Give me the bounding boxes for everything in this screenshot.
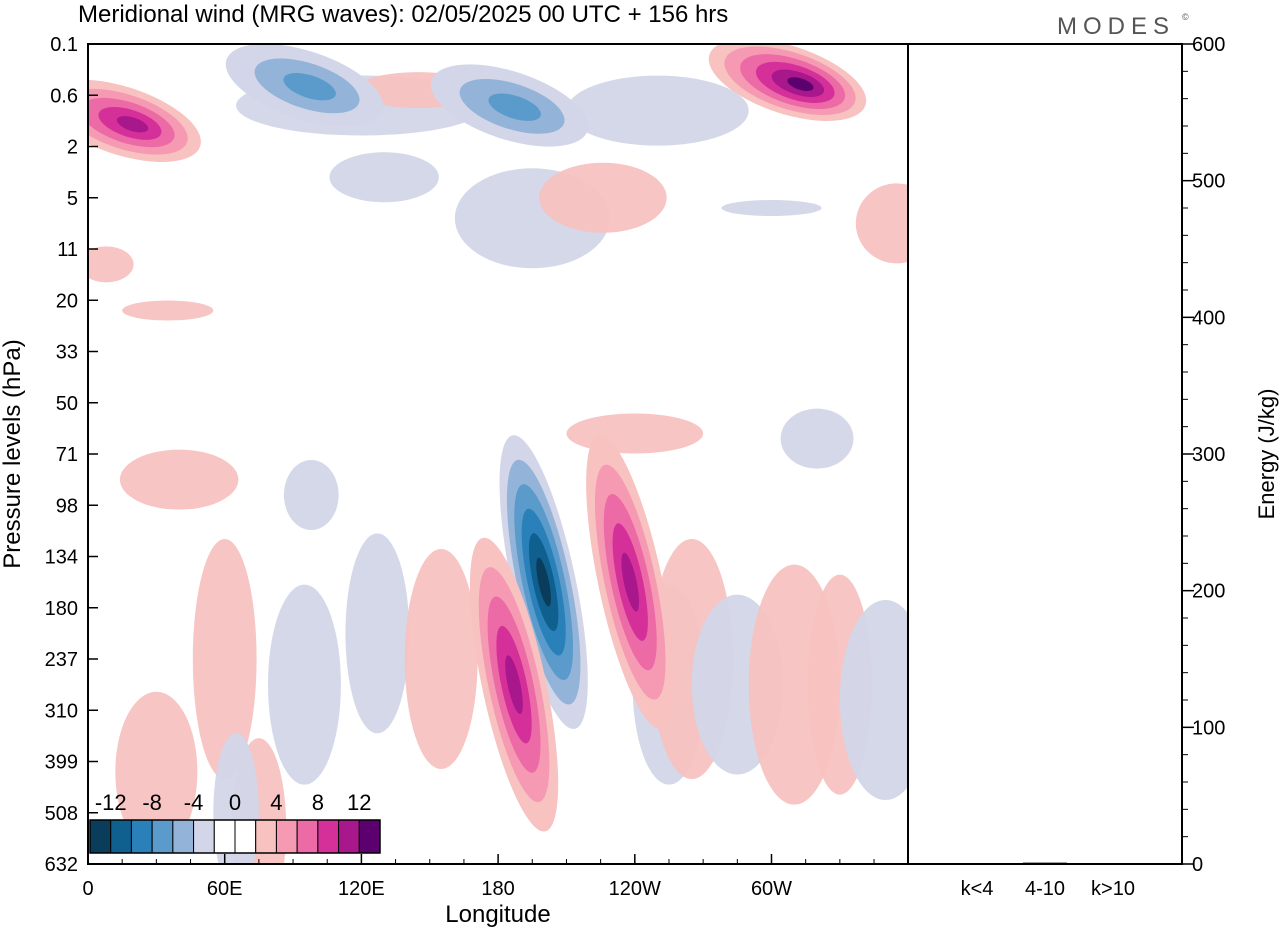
contour-patch (566, 413, 704, 454)
y-tick-label: 399 (45, 752, 78, 774)
y-axis-label: Pressure levels (hPa) (0, 339, 26, 568)
y-tick-label: 0.6 (50, 85, 78, 107)
colorbar-swatch (172, 819, 195, 854)
colorbar-swatch (89, 819, 112, 854)
colorbar-swatch (130, 819, 153, 854)
energy-bars: k<4 4-10 k>10 (955, 862, 1135, 900)
x-tick-label: 120W (609, 878, 661, 900)
y-tick-label: 134 (45, 547, 78, 569)
energy-tick-label: 100 (1192, 717, 1225, 739)
y-axis: 0.1 0.6 2 5 11 20 33 50 71 98 134 180 237 310 399 508 63… (45, 34, 98, 876)
contour-patch (404, 549, 478, 769)
y-tick-label: 33 (56, 342, 78, 364)
y-tick-label: 632 (45, 854, 78, 876)
energy-tick-label: 200 (1192, 581, 1225, 603)
x-axis: 0 60E 120E 180 120W 60W (82, 854, 875, 900)
energy-tick-label: 300 (1192, 444, 1225, 466)
energy-tick-label: 0 (1192, 854, 1203, 876)
y-tick-label: 180 (45, 598, 78, 620)
energy-category-label: k<4 (961, 878, 994, 900)
contour-patch (780, 408, 854, 469)
y-tick-label: 508 (45, 803, 78, 825)
colorbar-label: -8 (142, 790, 162, 815)
contour-patch (119, 449, 239, 510)
contour-patch (267, 584, 341, 785)
contour-patch (855, 183, 908, 264)
energy-category-label: 4-10 (1025, 878, 1065, 900)
colorbar-label: -12 (95, 790, 127, 815)
energy-axis: 0 100 200 300 400 500 600 (1182, 34, 1225, 876)
colorbar-swatch (358, 819, 381, 854)
y-tick-label: 2 (67, 137, 78, 159)
contour-fields (88, 44, 908, 864)
y-tick-label: 50 (56, 393, 78, 415)
contour-patch (329, 152, 439, 203)
negative-wind-contour (283, 72, 336, 101)
colorbar-swatch (213, 819, 236, 854)
x-tick-label: 180 (481, 878, 514, 900)
x-tick-label: 0 (82, 878, 93, 900)
colorbar-swatch (317, 819, 340, 854)
contour-patch (539, 162, 667, 233)
y-tick-label: 0.1 (50, 34, 78, 56)
colorbar-label: 12 (347, 790, 371, 815)
brand-logo: MODES (1057, 13, 1175, 40)
colorbar-swatch (255, 819, 277, 854)
contour-patch (115, 691, 198, 852)
brand-mark: © (1182, 12, 1189, 22)
colorbar-label: -4 (184, 790, 204, 815)
x-axis-label: Longitude (445, 901, 550, 928)
chart-title: Meridional wind (MRG waves): 02/05/2025 … (78, 1, 728, 28)
heatmap-panel (87, 43, 909, 865)
energy-panel (907, 43, 1183, 865)
y-tick-label: 237 (45, 649, 78, 671)
colorbar-swatch (193, 819, 215, 854)
colorbar-swatch (296, 819, 319, 854)
energy-tick-label: 600 (1192, 34, 1225, 56)
y-tick-label: 71 (56, 444, 78, 466)
y-tick-label: 11 (57, 239, 78, 261)
positive-wind-contour (116, 116, 149, 133)
energy-tick-label: 400 (1192, 307, 1225, 329)
y-tick-label: 5 (67, 188, 78, 210)
negative-wind-contour (536, 557, 552, 607)
energy-axis-label: Energy (J/kg) (1254, 389, 1279, 520)
y-tick-label: 310 (45, 700, 78, 722)
colorbar: -12 -8 -4 0 4 8 12 (89, 790, 381, 854)
x-tick-label: 60E (207, 878, 243, 900)
negative-wind-contour (488, 93, 541, 121)
energy-tick-label: 500 (1192, 171, 1225, 193)
energy-frame (907, 43, 1183, 865)
energy-category-label: k>10 (1091, 878, 1135, 900)
colorbar-swatch (151, 819, 174, 854)
colorbar-swatch (234, 819, 257, 854)
x-tick-label: 60W (751, 878, 792, 900)
colorbar-label: 0 (229, 790, 241, 815)
colorbar-swatch (110, 819, 132, 854)
contour-patch (566, 75, 749, 146)
colorbar-frame (89, 819, 381, 854)
contour-patch (88, 246, 134, 283)
colorbar-label: 8 (312, 790, 324, 815)
positive-wind-contour (505, 655, 523, 714)
positive-wind-contour (621, 552, 640, 612)
x-tick-label: 120E (338, 878, 385, 900)
contour-patch (283, 460, 339, 530)
colorbar-swatch (338, 819, 360, 854)
positive-wind-contour (787, 77, 814, 91)
contour-patch (122, 300, 214, 321)
y-tick-label: 98 (56, 495, 78, 517)
energy-bar (955, 863, 999, 864)
colorbar-label: 4 (270, 790, 282, 815)
energy-bar (1023, 862, 1067, 864)
contour-patch (721, 200, 822, 216)
y-tick-label: 20 (56, 290, 78, 312)
colorbar-swatch (275, 819, 298, 854)
contour-patch (839, 600, 908, 800)
contour-patch (345, 533, 410, 734)
contour-patch (192, 539, 257, 779)
